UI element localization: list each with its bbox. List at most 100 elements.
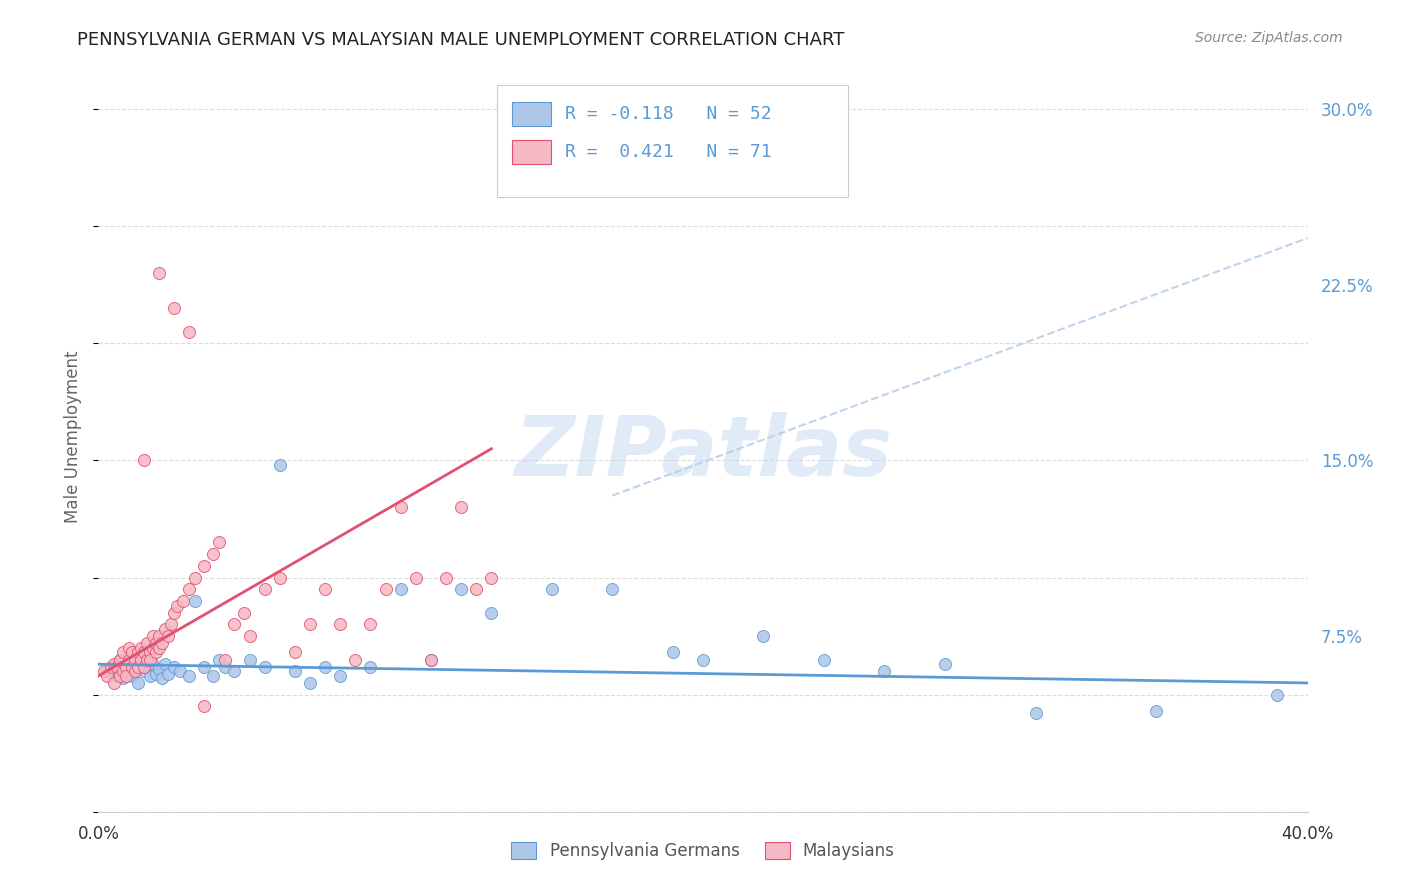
Point — [153, 622, 176, 636]
Point — [540, 582, 562, 597]
Point — [450, 500, 472, 515]
Point — [127, 676, 149, 690]
Point — [127, 659, 149, 673]
Point — [121, 669, 143, 683]
Point — [145, 666, 167, 681]
Point — [124, 664, 146, 679]
Point — [172, 594, 194, 608]
Point — [374, 582, 396, 597]
Point — [129, 640, 152, 655]
Point — [434, 571, 457, 585]
Point — [329, 617, 352, 632]
Point — [153, 657, 176, 672]
Point — [129, 652, 152, 666]
Point — [481, 606, 503, 620]
Point — [314, 582, 336, 597]
Text: ZIPatlas: ZIPatlas — [515, 411, 891, 492]
Point — [139, 669, 162, 683]
Point — [284, 664, 307, 679]
Point — [160, 617, 183, 632]
Point — [132, 664, 155, 679]
Point — [314, 659, 336, 673]
Point — [232, 606, 254, 620]
Point — [132, 453, 155, 467]
Point — [224, 664, 246, 679]
Point — [166, 599, 188, 613]
Point — [103, 676, 125, 690]
Point — [111, 671, 134, 685]
Point — [135, 659, 157, 673]
Point — [184, 571, 207, 585]
Point — [124, 652, 146, 666]
Point — [299, 676, 322, 690]
Point — [481, 571, 503, 585]
Point — [389, 500, 412, 515]
Text: R =  0.421   N = 71: R = 0.421 N = 71 — [565, 143, 772, 161]
Point — [150, 636, 173, 650]
Point — [96, 669, 118, 683]
Point — [661, 646, 683, 660]
Point — [118, 640, 141, 655]
Point — [108, 669, 131, 683]
Point — [105, 659, 128, 673]
Point — [179, 582, 201, 597]
Point — [214, 652, 236, 666]
Point — [135, 636, 157, 650]
Point — [253, 582, 276, 597]
Point — [129, 655, 152, 669]
Point — [156, 629, 179, 643]
Point — [224, 617, 246, 632]
Point — [142, 629, 165, 643]
Point — [114, 669, 136, 683]
Point — [139, 652, 162, 666]
Point — [360, 659, 382, 673]
Point — [813, 652, 835, 666]
Point — [269, 571, 291, 585]
Text: R = -0.118   N = 52: R = -0.118 N = 52 — [565, 105, 772, 123]
Bar — [512, 103, 551, 126]
Legend: Pennsylvania Germans, Malaysians: Pennsylvania Germans, Malaysians — [505, 836, 901, 867]
Point — [93, 664, 115, 679]
Point — [145, 636, 167, 650]
Point — [124, 659, 146, 673]
Point — [692, 652, 714, 666]
Point — [103, 657, 125, 672]
Point — [96, 664, 118, 679]
Point — [163, 301, 186, 316]
Point — [103, 659, 125, 673]
Point — [1267, 688, 1289, 702]
Point — [127, 646, 149, 660]
Point — [239, 652, 262, 666]
Point — [752, 629, 775, 643]
Point — [253, 659, 276, 673]
FancyBboxPatch shape — [498, 85, 848, 197]
Point — [193, 558, 215, 573]
Point — [163, 659, 186, 673]
Point — [873, 664, 896, 679]
Point — [142, 640, 165, 655]
Point — [135, 652, 157, 666]
Point — [193, 659, 215, 673]
Point — [208, 652, 231, 666]
Point — [208, 535, 231, 549]
Point — [179, 325, 201, 339]
Point — [1024, 706, 1046, 721]
Point — [405, 571, 427, 585]
Point — [202, 669, 225, 683]
Point — [132, 646, 155, 660]
Text: PENNSYLVANIA GERMAN VS MALAYSIAN MALE UNEMPLOYMENT CORRELATION CHART: PENNSYLVANIA GERMAN VS MALAYSIAN MALE UN… — [77, 31, 845, 49]
Point — [420, 652, 443, 666]
Point — [150, 671, 173, 685]
Point — [108, 652, 131, 666]
Point — [145, 646, 167, 660]
Point — [108, 652, 131, 666]
Point — [111, 664, 134, 679]
Point — [142, 657, 165, 672]
Point — [934, 657, 956, 672]
Point — [193, 699, 215, 714]
Point — [100, 659, 122, 673]
Point — [111, 646, 134, 660]
Point — [465, 582, 488, 597]
Point — [360, 617, 382, 632]
Point — [1144, 704, 1167, 718]
